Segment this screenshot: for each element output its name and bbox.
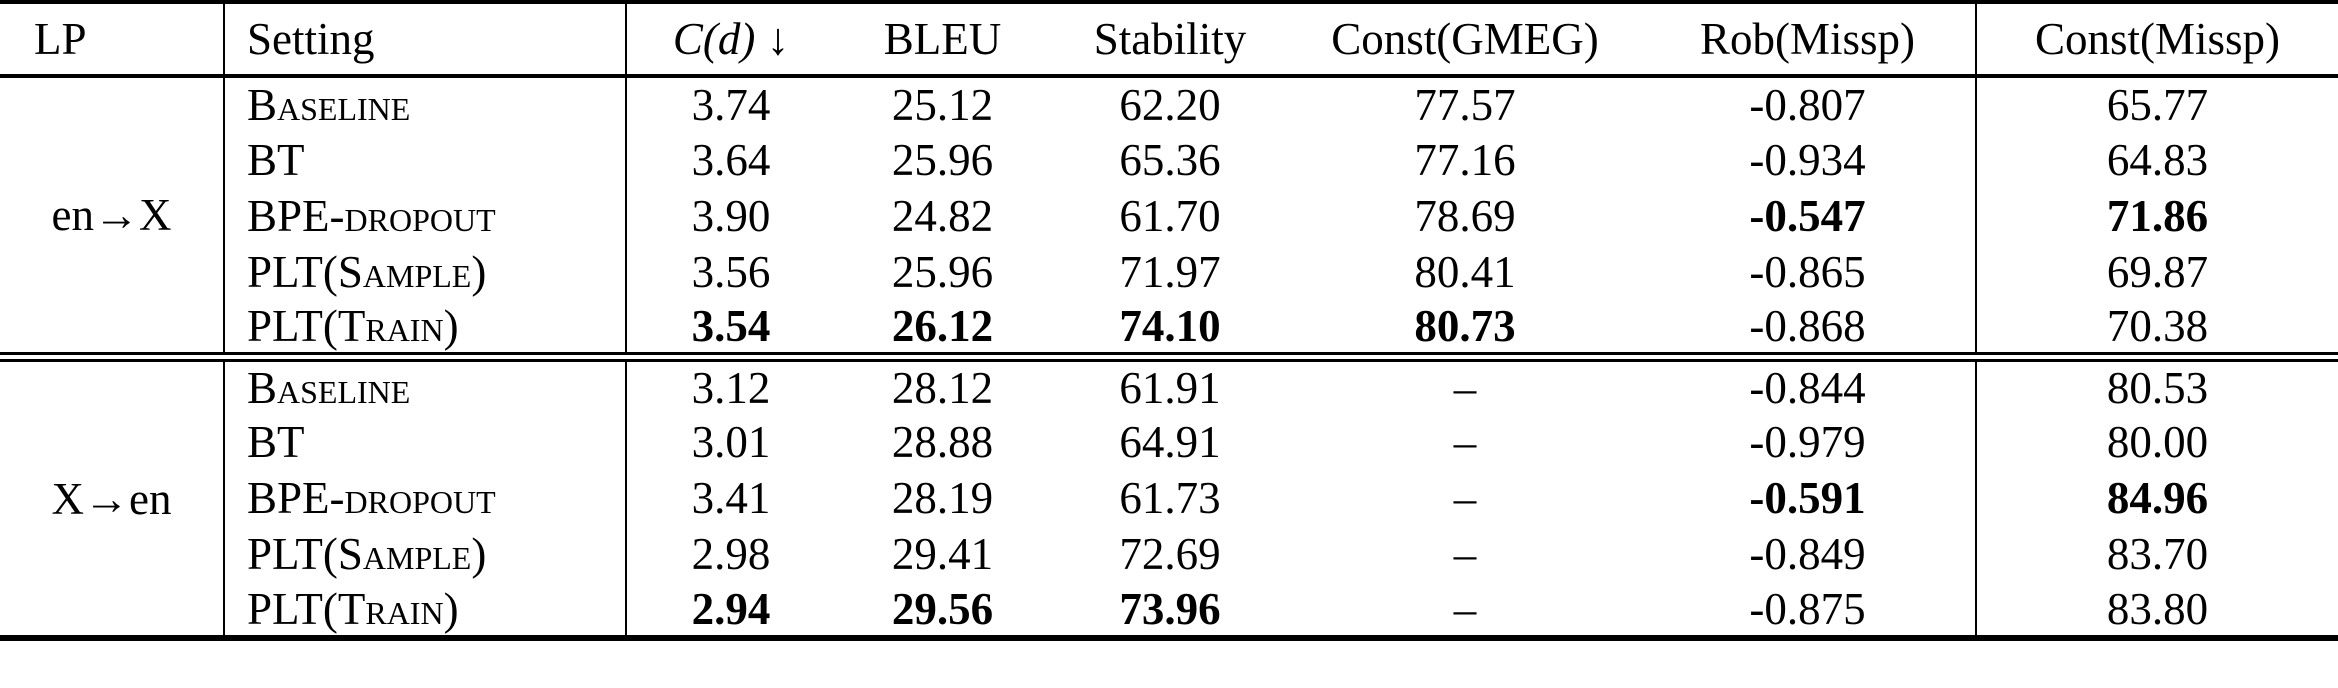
setting-cell: BT <box>224 132 627 188</box>
value-cell: 61.70 <box>1119 191 1221 241</box>
value-cell: 69.87 <box>2106 247 2209 297</box>
value-cell: 80.00 <box>2106 417 2209 467</box>
value-cell: 64.91 <box>1119 417 1221 467</box>
value-cell: 25.12 <box>891 80 994 130</box>
setting-cell: PLT(Train) <box>224 582 627 638</box>
value-cell: 83.70 <box>2106 529 2209 579</box>
value-cell: 2.98 <box>691 529 771 579</box>
value-cell: 28.88 <box>891 417 994 467</box>
value-cell: 3.56 <box>691 247 771 297</box>
value-cell: -0.591 <box>1640 470 1977 526</box>
value-cell: -0.547 <box>1640 188 1977 244</box>
table-row: PLT(Train) 3.54 26.12 74.10 80.73 -0.868 70.38 <box>0 300 2338 357</box>
paper-table-figure: LP Setting C(d) ↓ BLEU Stability Const(GMEG) R… <box>0 0 2338 641</box>
setting-cell: BT <box>224 414 627 470</box>
setting-cell: Baseline <box>224 352 627 414</box>
table-block-en-to-x: en→X Baseline 3.74 25.12 62.20 77.57 -0.807 65.… <box>0 76 2338 357</box>
value-cell: 29.56 <box>891 583 994 634</box>
value-cell: 65.36 <box>1119 135 1221 185</box>
value-cell: 25.96 <box>891 247 994 297</box>
value-cell: 61.91 <box>1050 352 1290 414</box>
setting-cell: BPE-dropout <box>224 470 627 526</box>
value-cell: 72.69 <box>1119 529 1221 579</box>
value-cell: 80.53 <box>1976 352 2338 414</box>
value-cell: -0.849 <box>1640 526 1977 582</box>
table-row: BPE-dropout 3.41 28.19 61.73 – -0.591 84.96 <box>0 470 2338 526</box>
value-cell: -0.865 <box>1640 244 1977 300</box>
table-header-row: LP Setting C(d) ↓ BLEU Stability Const(GMEG) R… <box>0 2 2338 78</box>
value-cell: 28.19 <box>891 473 994 523</box>
value-cell: 64.83 <box>2106 135 2209 185</box>
header-cell: BLEU <box>835 2 1050 78</box>
value-cell: 29.41 <box>891 529 994 579</box>
value-cell: 3.41 <box>691 473 771 523</box>
value-cell: -0.807 <box>1640 76 1977 132</box>
value-cell: 70.38 <box>2106 301 2209 351</box>
down-arrow-icon: ↓ <box>755 14 790 64</box>
table-row: X→en Baseline 3.12 28.12 61.91– -0.844 80.53 <box>0 352 2338 638</box>
header-cell: Rob(Missp) <box>1640 2 1977 78</box>
header-cell: Setting <box>224 2 627 78</box>
setting-cell: PLT(Sample) <box>224 244 627 300</box>
value-cell: 3.74 <box>691 80 771 130</box>
value-cell: – <box>1290 352 1640 414</box>
value-cell: -0.934 <box>1640 132 1977 188</box>
value-cell: 28.12 <box>835 352 1050 414</box>
table-block-x-to-en: X→en Baseline 3.12 28.12 61.91– -0.844 80.53 BT… <box>0 352 2338 638</box>
table-row: en→X Baseline 3.74 25.12 62.20 77.57 -0.807 65.… <box>0 76 2338 357</box>
table-row: PLT(Train) 2.94 29.56 73.96 – -0.875 83.80 <box>0 582 2338 638</box>
value-cell: 71.97 <box>1119 247 1221 297</box>
value-cell: -0.844 <box>1640 352 1977 414</box>
value-cell: 73.96 <box>1119 583 1221 634</box>
value-cell: 62.20 <box>1119 80 1221 130</box>
lp-cell: X→en <box>0 352 225 638</box>
table-row: BPE-dropout 3.90 24.82 61.70 78.69 -0.547 71.8… <box>0 188 2338 244</box>
setting-cell: PLT(Train) <box>224 300 627 357</box>
value-cell: 78.69 <box>1414 191 1516 241</box>
value-cell: 61.73 <box>1119 473 1221 523</box>
value-cell: 3.01 <box>691 417 771 467</box>
value-cell: 25.96 <box>891 135 994 185</box>
value-cell: – <box>1453 417 1477 467</box>
value-cell: 65.77 <box>2106 80 2209 130</box>
header-cell: Const(GMEG) <box>1290 2 1640 78</box>
value-cell: 71.86 <box>2106 191 2209 241</box>
value-cell: 24.82 <box>891 191 994 241</box>
value-cell: -0.868 <box>1640 300 1977 357</box>
setting-cell: PLT(Sample) <box>224 526 627 582</box>
value-cell: 84.96 <box>2106 473 2209 523</box>
value-cell: 80.41 <box>1414 247 1516 297</box>
results-table: LP Setting C(d) ↓ BLEU Stability Const(GMEG) R… <box>0 0 2338 641</box>
table-row: BT 3.01 28.88 64.91 – -0.979 80.00 <box>0 414 2338 470</box>
value-cell: 83.80 <box>2106 583 2209 634</box>
setting-cell: BPE-dropout <box>224 188 627 244</box>
header-cell: Const(Missp) <box>1976 2 2338 78</box>
value-cell: 80.73 <box>1414 301 1516 351</box>
header-cell: LP <box>0 2 225 78</box>
value-cell: 2.94 <box>691 583 771 634</box>
table-row: PLT(Sample) 2.98 29.41 72.69 – -0.849 83.70 <box>0 526 2338 582</box>
value-cell: -0.979 <box>1640 414 1977 470</box>
value-cell: 3.54 <box>691 301 771 351</box>
math-symbol: C(d) <box>672 14 756 64</box>
value-cell: 74.10 <box>1119 301 1221 351</box>
value-cell: 3.90 <box>691 191 771 241</box>
value-cell: 77.16 <box>1414 135 1516 185</box>
table-row: PLT(Sample) 3.56 25.96 71.97 80.41 -0.865 69.8… <box>0 244 2338 300</box>
header-cell: C(d) ↓ <box>626 2 835 78</box>
value-cell: – <box>1453 473 1477 523</box>
value-cell: – <box>1453 583 1477 634</box>
header-cell: Stability <box>1050 2 1290 78</box>
value-cell: 77.57 <box>1414 80 1516 130</box>
table-row: BT 3.64 25.96 65.36 77.16 -0.934 64.83 <box>0 132 2338 188</box>
value-cell: -0.875 <box>1640 582 1977 638</box>
value-cell: 26.12 <box>891 301 994 351</box>
lp-cell: en→X <box>0 76 225 357</box>
value-cell: 3.12 <box>626 352 835 414</box>
setting-cell: Baseline <box>224 76 627 132</box>
value-cell: 3.64 <box>691 135 771 185</box>
table-header-row: LP Setting C(d) ↓ BLEU Stability Const(GMEG) R… <box>0 2 2338 78</box>
value-cell: – <box>1453 529 1477 579</box>
